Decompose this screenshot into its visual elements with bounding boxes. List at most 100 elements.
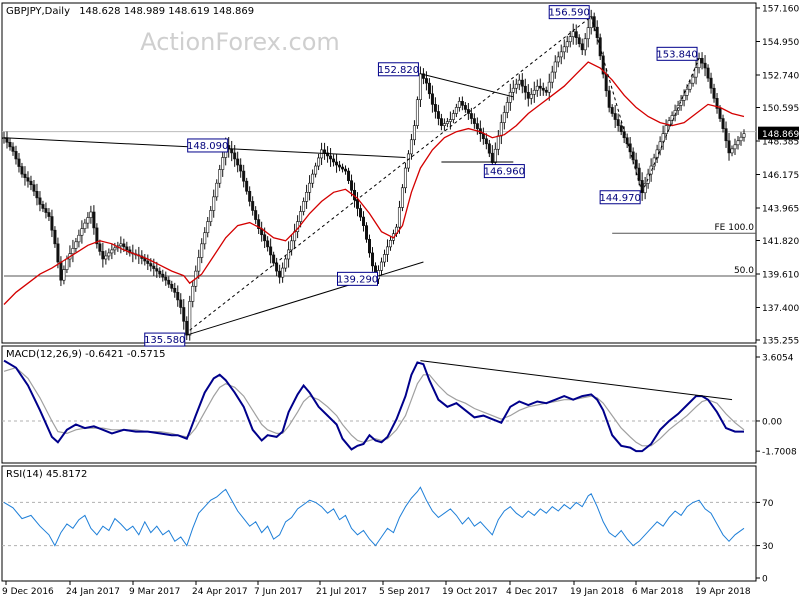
candle-body: [281, 267, 285, 278]
candle-body: [188, 301, 192, 336]
candle-body: [284, 258, 288, 269]
price-axis-label: 157.160: [762, 5, 799, 15]
candle-body: [173, 287, 177, 293]
candle-body: [239, 164, 243, 172]
candle-body: [649, 165, 653, 175]
dashed-trendline: [641, 58, 700, 193]
candle-body: [547, 81, 551, 93]
candle-body: [451, 113, 455, 120]
candle-body: [203, 232, 207, 245]
candle-body: [511, 87, 515, 93]
candle-body: [47, 212, 51, 217]
candle-body: [727, 140, 731, 154]
macd-plot: [2, 359, 756, 453]
candle-body: [59, 261, 63, 281]
candle-body: [499, 122, 503, 137]
candle-body: [209, 210, 213, 222]
candle-body: [197, 257, 201, 272]
macd-panel-frame: [1, 345, 757, 464]
price-callout-label: 153.840: [656, 49, 697, 60]
candle-body: [724, 128, 728, 142]
candle-body: [179, 299, 183, 308]
candle-body: [299, 211, 303, 222]
candle-body: [212, 196, 216, 211]
candle-body: [53, 229, 57, 245]
candle-body: [11, 146, 15, 152]
macd-trendline: [420, 360, 733, 401]
candle-body: [613, 113, 617, 120]
candle-body: [562, 46, 566, 53]
candle-body: [469, 113, 473, 119]
candle-body: [107, 252, 111, 257]
dashed-trendline: [189, 16, 592, 331]
price-axis-label: 146.175: [762, 171, 799, 181]
candle-body: [520, 79, 524, 87]
candle-body: [460, 101, 464, 106]
candle-body: [595, 26, 599, 39]
candle-body: [568, 36, 572, 43]
candle-body: [442, 123, 446, 126]
price-callout-label: 152.820: [378, 65, 419, 76]
candle-body: [619, 125, 623, 132]
candle-body: [170, 283, 174, 289]
candle-body: [490, 152, 494, 163]
date-axis-label: 19 Jan 2018: [570, 587, 624, 597]
candle-body: [694, 67, 698, 78]
candle-body: [400, 187, 404, 208]
candle-body: [715, 98, 719, 109]
candle-body: [475, 123, 479, 129]
candle-body: [32, 184, 36, 192]
candle-body: [487, 143, 491, 154]
candle-body: [631, 151, 635, 161]
candle-body: [553, 61, 557, 73]
candle-body: [119, 243, 123, 247]
candle-body: [77, 234, 81, 243]
candle-body: [125, 246, 129, 251]
candle-body: [233, 152, 237, 160]
candle-body: [706, 67, 710, 79]
candle-body: [65, 258, 69, 270]
trendline: [186, 261, 424, 336]
candle-body: [320, 149, 324, 159]
candle-body: [326, 152, 330, 157]
candle-body: [92, 211, 96, 229]
candle-body: [23, 173, 27, 178]
candle-body: [329, 155, 333, 160]
candle-body: [155, 268, 159, 272]
candle-body: [14, 151, 18, 160]
last-price-label: 148.869: [762, 130, 799, 140]
candle-body: [655, 149, 659, 159]
candle-body: [427, 82, 431, 95]
price-callout-label: 135.580: [144, 335, 185, 346]
candle-body: [538, 85, 542, 89]
candle-body: [38, 197, 42, 205]
candle-body: [535, 85, 539, 91]
candle-body: [739, 136, 743, 142]
candle-body: [397, 207, 401, 228]
rsi-panel-frame: [1, 465, 757, 582]
candle-body: [736, 140, 740, 146]
candle-body: [409, 139, 413, 155]
date-axis-label: 5 Sep 2017: [379, 587, 430, 597]
candle-body: [146, 260, 150, 264]
candle-body: [44, 208, 48, 213]
candle-body: [550, 71, 554, 83]
candle-body: [421, 73, 425, 79]
candle-body: [98, 243, 102, 252]
candle-body: [122, 243, 126, 248]
candle-body: [580, 43, 584, 51]
candle-body: [607, 90, 611, 108]
date-axis-label: 4 Dec 2017: [506, 587, 558, 597]
level-label: FE 100.0: [715, 223, 755, 233]
candle-body: [71, 248, 75, 254]
symbol-label: GBPJPY,Daily: [6, 6, 70, 17]
date-axis-label: 7 Jun 2017: [254, 587, 302, 597]
date-axis-label: 19 Apr 2018: [695, 587, 751, 597]
moving-average-line: [3, 61, 745, 305]
candle-body: [185, 320, 189, 336]
macd-signal-line: [3, 367, 745, 447]
price-callout-box: [336, 271, 378, 286]
candle-body: [263, 234, 267, 242]
candle-body: [206, 221, 210, 234]
price-callout-label: 139.290: [337, 274, 378, 285]
